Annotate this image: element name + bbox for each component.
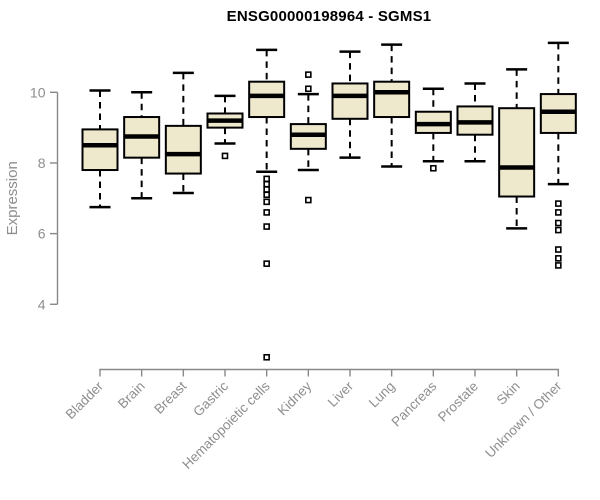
x-tick-label: Kidney bbox=[275, 378, 315, 418]
iqr-box bbox=[248, 80, 286, 119]
outlier-point bbox=[263, 186, 270, 193]
x-tick-label: Lung bbox=[366, 379, 398, 411]
iqr-box bbox=[164, 124, 202, 175]
outlier-point bbox=[555, 226, 562, 234]
box-liver bbox=[331, 50, 369, 159]
y-tick-label: 10 bbox=[30, 84, 46, 100]
iqr-box bbox=[81, 128, 119, 172]
x-tick-label: Pancreas bbox=[389, 378, 440, 429]
box-lung bbox=[373, 43, 411, 168]
x-tick-label: Skin bbox=[494, 379, 523, 408]
box-hematopoietic-cells bbox=[248, 48, 286, 361]
outlier-point bbox=[430, 164, 437, 172]
x-tick-label: Liver bbox=[325, 378, 357, 410]
outlier-point bbox=[263, 353, 270, 361]
outlier-point bbox=[305, 85, 312, 93]
y-axis: 4 6 8 10 Expression bbox=[4, 84, 59, 312]
box-breast bbox=[164, 71, 202, 195]
x-tick-label: Brain bbox=[115, 379, 148, 412]
box-skin bbox=[498, 68, 536, 230]
box-prostate bbox=[456, 82, 494, 163]
x-tick-label: Breast bbox=[151, 378, 189, 416]
outlier-point bbox=[555, 255, 562, 262]
y-tick-label: 4 bbox=[38, 296, 46, 312]
iqr-box bbox=[373, 80, 411, 119]
x-tick-label: Gastric bbox=[190, 378, 231, 419]
outlier-point bbox=[305, 196, 312, 204]
outlier-point bbox=[221, 152, 229, 160]
outlier-point bbox=[263, 198, 270, 206]
outlier-point bbox=[555, 262, 562, 269]
outlier-point bbox=[263, 260, 270, 267]
outlier-point bbox=[263, 175, 270, 183]
y-tick-label: 6 bbox=[38, 226, 46, 242]
box-pancreas bbox=[414, 87, 452, 172]
x-tick-label: Bladder bbox=[63, 378, 107, 422]
box-kidney bbox=[289, 71, 327, 204]
outlier-point bbox=[555, 246, 562, 253]
y-tick-label: 8 bbox=[38, 155, 46, 171]
box-brain bbox=[123, 91, 161, 200]
x-tick-label: Unknown / Other bbox=[482, 378, 565, 461]
outlier-point bbox=[263, 191, 270, 199]
x-tick-label: Prostate bbox=[435, 379, 481, 425]
outlier-point bbox=[555, 200, 562, 207]
iqr-box bbox=[331, 82, 369, 120]
outlier-point bbox=[555, 219, 562, 227]
outlier-point bbox=[263, 180, 270, 188]
y-axis-title: Expression bbox=[4, 161, 21, 235]
outlier-point bbox=[263, 223, 270, 230]
box-bladder bbox=[81, 89, 119, 209]
box-gastric bbox=[206, 94, 244, 160]
outlier-point bbox=[305, 71, 312, 78]
box-unknown-other bbox=[539, 41, 577, 269]
iqr-box bbox=[498, 107, 536, 198]
outlier-point bbox=[555, 209, 562, 216]
chart-title: ENSG00000198964 - SGMS1 bbox=[226, 8, 432, 25]
outlier-point bbox=[263, 209, 270, 216]
